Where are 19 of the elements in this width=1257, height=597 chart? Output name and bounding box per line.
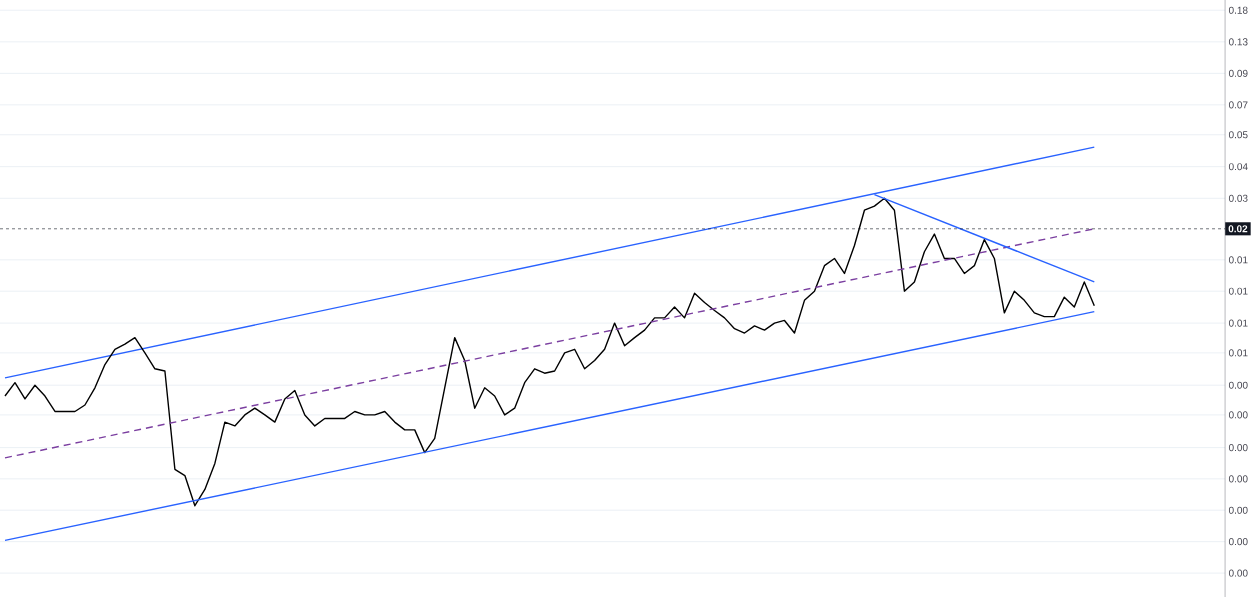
ref-line-label: 0.02 [1228, 225, 1248, 233]
y-tick-label: 0.01 [1228, 256, 1248, 264]
y-tick-label: 0.07 [1228, 101, 1248, 109]
y-tick-label: 0.00 [1228, 411, 1248, 419]
y-tick-label: 0.00 [1228, 381, 1248, 389]
y-tick-label: 0.01 [1228, 319, 1248, 327]
y-tick-label: 0.00 [1228, 506, 1248, 514]
y-tick-label: 0.00 [1228, 475, 1248, 483]
y-tick-label: 0.09 [1228, 69, 1248, 77]
y-tick-label: 0.00 [1228, 538, 1248, 546]
y-tick-label: 0.03 [1228, 194, 1248, 202]
y-tick-label: 0.00 [1228, 444, 1248, 452]
y-tick-label: 0.13 [1228, 38, 1248, 46]
y-tick-label: 0.00 [1228, 569, 1248, 577]
y-tick-label: 0.01 [1228, 349, 1248, 357]
y-tick-label: 0.05 [1228, 131, 1248, 139]
y-tick-label: 0.04 [1228, 163, 1248, 171]
y-tick-label: 0.18 [1228, 6, 1248, 14]
y-tick-label: 0.01 [1228, 287, 1248, 295]
